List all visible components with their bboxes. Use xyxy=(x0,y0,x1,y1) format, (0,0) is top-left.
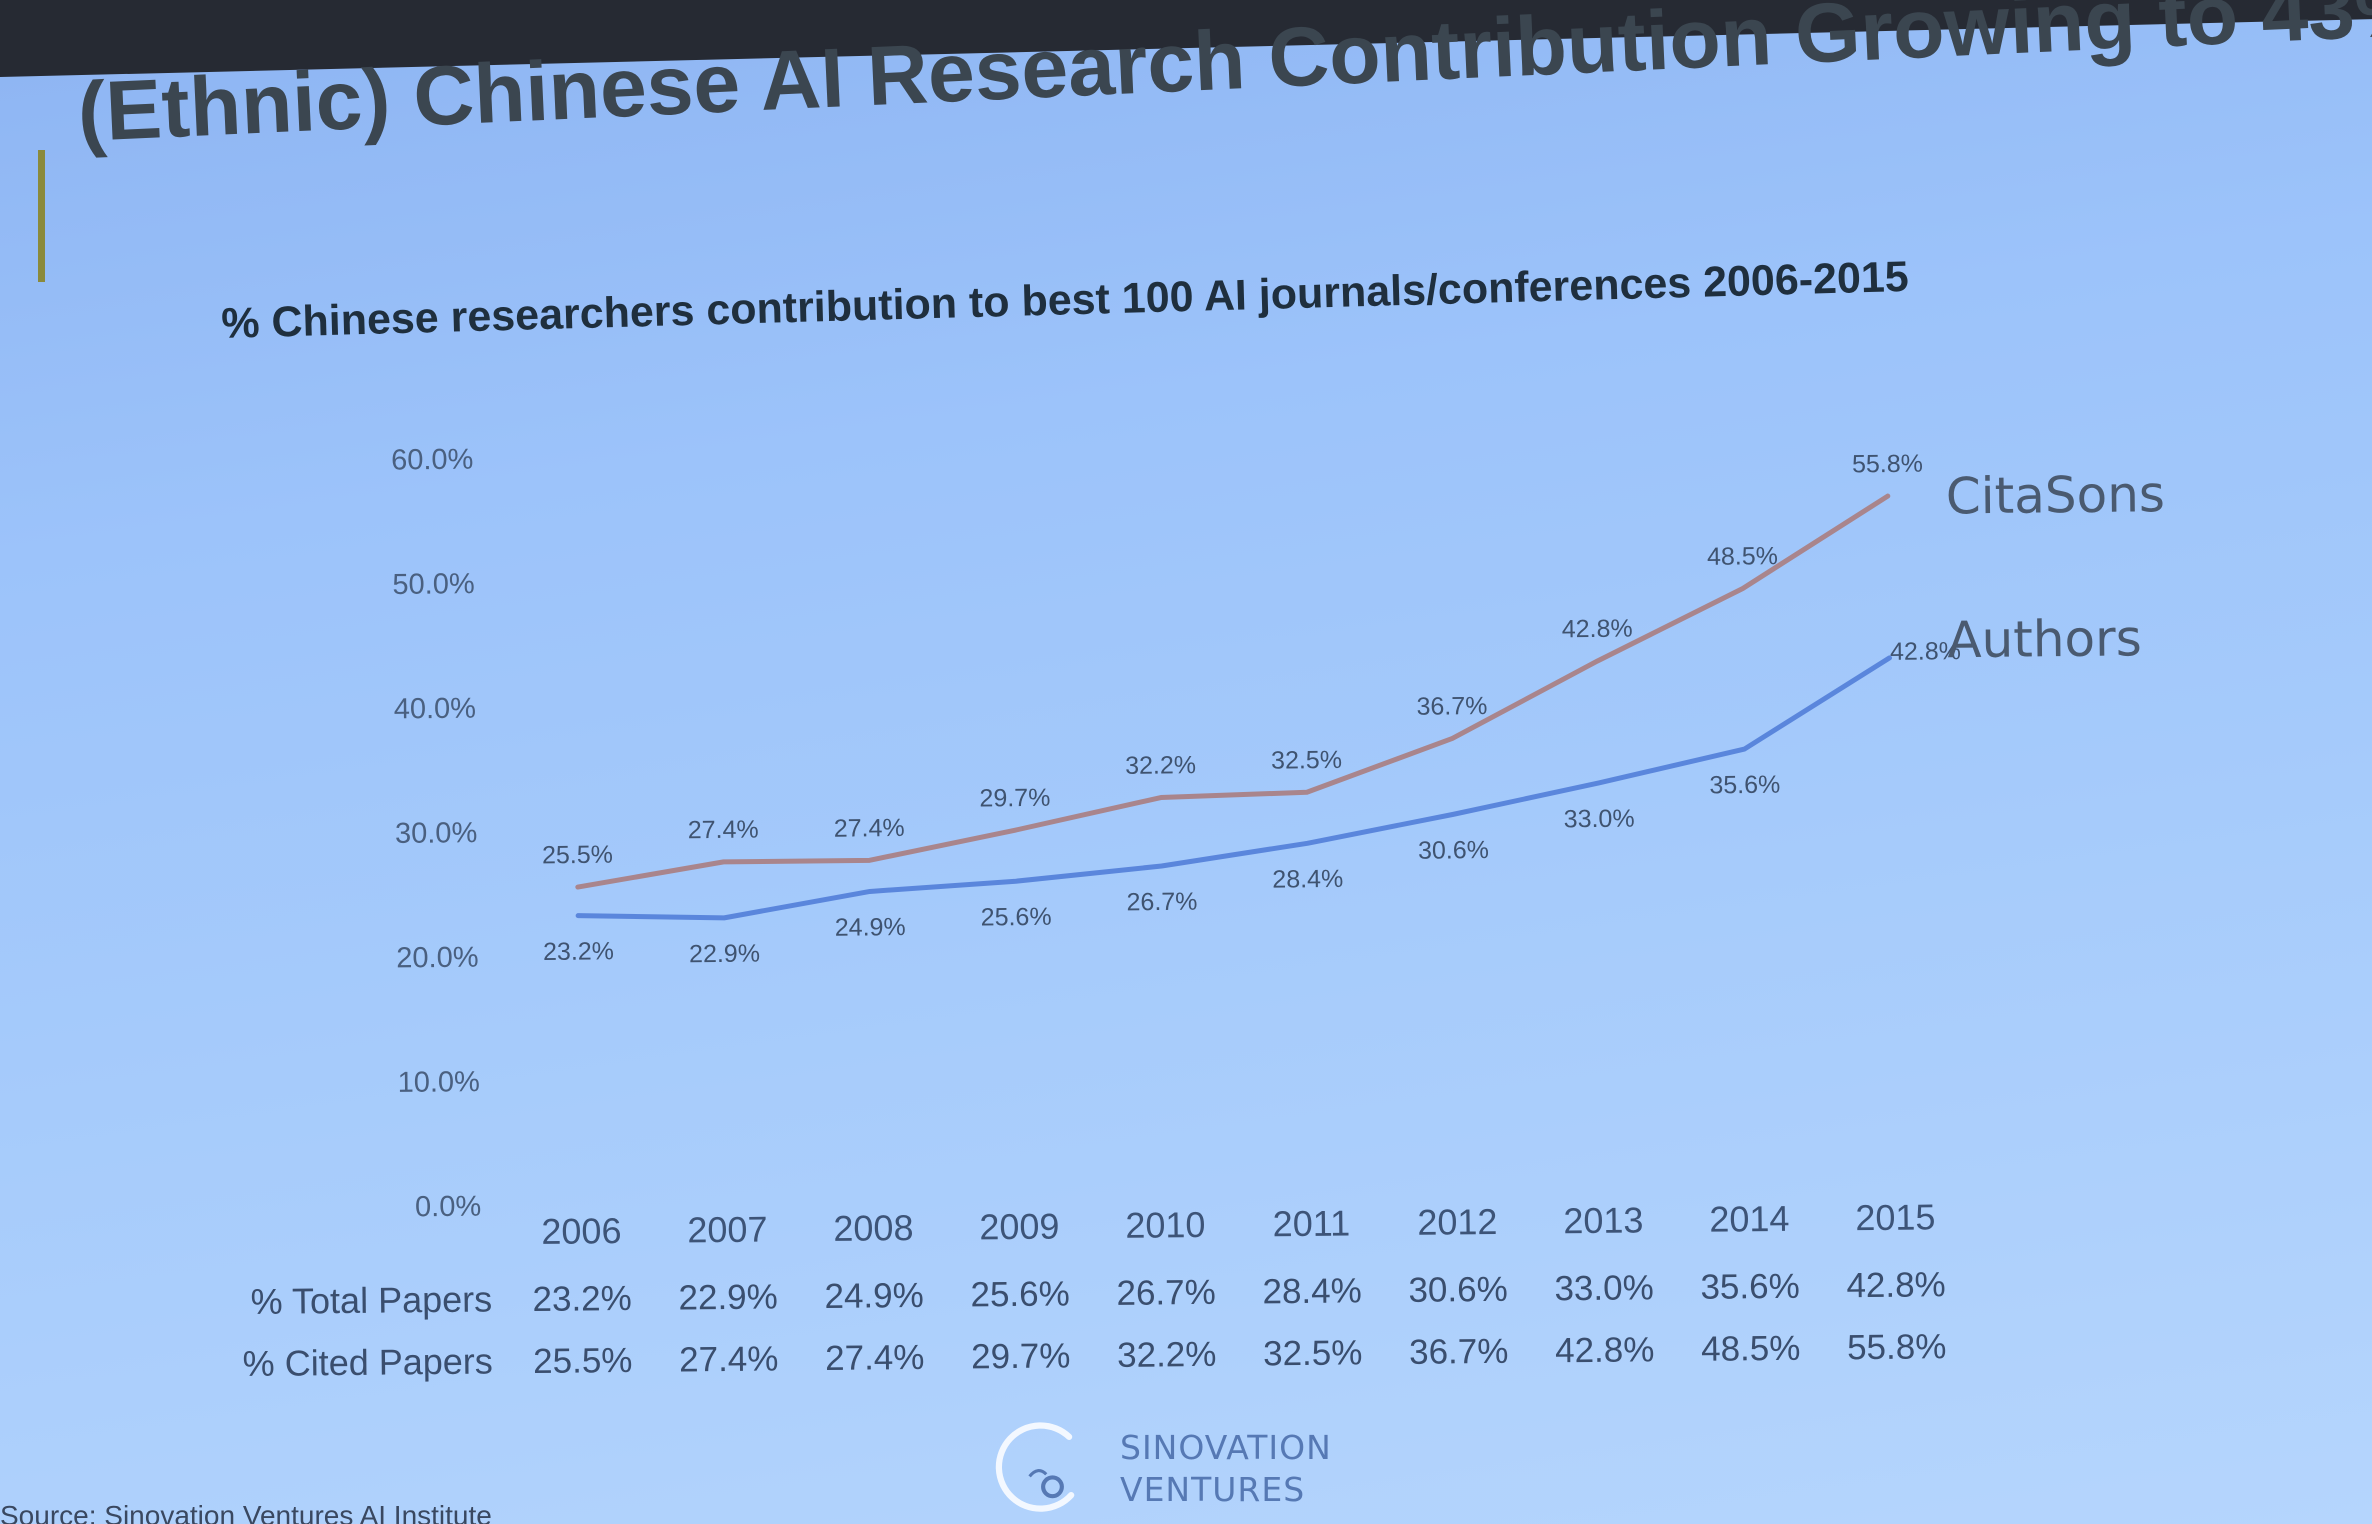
table-cell: 24.9% xyxy=(824,1276,924,1316)
citations-data-label: 32.2% xyxy=(1125,751,1196,780)
y-tick-label: 10.0% xyxy=(397,1066,480,1099)
table-cell: 28.4% xyxy=(1262,1271,1362,1311)
x-tick-label: 2013 xyxy=(1563,1199,1644,1241)
title-accent-bar xyxy=(38,150,45,282)
citations-data-label: 36.7% xyxy=(1416,692,1487,721)
table-cell: 35.6% xyxy=(1700,1267,1800,1307)
authors-data-label: 30.6% xyxy=(1418,836,1489,865)
table-cell: 27.4% xyxy=(825,1338,925,1378)
citations-data-label: 55.8% xyxy=(1852,450,1923,479)
authors-data-label: 22.9% xyxy=(689,940,760,969)
table-cell: 25.5% xyxy=(533,1341,633,1381)
series-line-citations xyxy=(575,493,1891,890)
authors-data-label: 25.6% xyxy=(981,903,1052,932)
citations-data-label: 32.5% xyxy=(1271,746,1342,775)
citations-data-label: 27.4% xyxy=(834,814,905,843)
x-tick-label: 2011 xyxy=(1272,1202,1350,1244)
table-cell: 32.5% xyxy=(1263,1333,1363,1373)
series-name-authors: Authors xyxy=(1947,609,2142,669)
x-tick-label: 2008 xyxy=(833,1207,914,1249)
x-tick-label: 2012 xyxy=(1417,1201,1498,1243)
x-tick-label: 2015 xyxy=(1855,1196,1936,1238)
x-tick-label: 2010 xyxy=(1125,1204,1206,1246)
y-tick-label: 20.0% xyxy=(396,942,479,975)
table-cell: 42.8% xyxy=(1555,1330,1655,1370)
y-tick-label: 30.0% xyxy=(395,817,478,850)
footer-source: Source: Sinovation Ventures AI Institute xyxy=(0,1500,492,1524)
citations-data-label: 25.5% xyxy=(542,841,613,870)
table-cell: 32.2% xyxy=(1117,1335,1217,1375)
authors-data-label: 24.9% xyxy=(835,913,906,942)
logo-text-line-1: SINOVATION xyxy=(1120,1428,1332,1467)
table-cell: 30.6% xyxy=(1408,1270,1508,1310)
table-row-label: % Total Papers xyxy=(250,1278,492,1322)
authors-data-label: 26.7% xyxy=(1126,888,1197,917)
table-cell: 23.2% xyxy=(532,1279,632,1319)
table-cell: 29.7% xyxy=(971,1336,1071,1376)
y-tick-label: 40.0% xyxy=(394,693,477,726)
series-name-citations: CitaSons xyxy=(1946,465,2166,525)
sinovation-ventures-logo: SINOVATION VENTURES xyxy=(988,1408,1348,1524)
y-tick-label: 0.0% xyxy=(415,1191,481,1224)
table-cell: 25.6% xyxy=(970,1274,1070,1314)
citations-data-label: 29.7% xyxy=(979,784,1050,813)
authors-data-label: 35.6% xyxy=(1709,771,1780,800)
table-cell: 22.9% xyxy=(678,1277,778,1317)
table-cell: 36.7% xyxy=(1409,1332,1509,1372)
authors-data-label: 33.0% xyxy=(1564,805,1635,834)
logo-text-line-2: VENTURES xyxy=(1120,1470,1306,1509)
x-tick-label: 2014 xyxy=(1709,1198,1790,1240)
x-tick-label: 2007 xyxy=(687,1209,768,1251)
table-cell: 27.4% xyxy=(679,1339,779,1379)
y-tick-label: 60.0% xyxy=(391,444,474,477)
authors-data-label: 23.2% xyxy=(543,937,614,966)
logo-icon xyxy=(995,1422,1075,1512)
table-cell: 42.8% xyxy=(1846,1265,1946,1305)
table-cell: 26.7% xyxy=(1116,1273,1216,1313)
table-row-label: % Cited Papers xyxy=(242,1340,493,1384)
authors-data-label: 42.8% xyxy=(1890,637,1961,666)
table-cell: 33.0% xyxy=(1554,1268,1654,1308)
x-tick-label: 2009 xyxy=(979,1205,1060,1247)
authors-data-label: 28.4% xyxy=(1272,865,1343,894)
citations-data-label: 48.5% xyxy=(1707,542,1778,571)
x-tick-label: 2006 xyxy=(541,1210,622,1252)
table-cell: 48.5% xyxy=(1701,1329,1801,1369)
series-line-authors xyxy=(575,655,1893,921)
y-tick-label: 50.0% xyxy=(392,568,475,601)
citations-data-label: 42.8% xyxy=(1562,615,1633,644)
table-cell: 55.8% xyxy=(1847,1327,1947,1367)
citations-data-label: 27.4% xyxy=(688,815,759,844)
